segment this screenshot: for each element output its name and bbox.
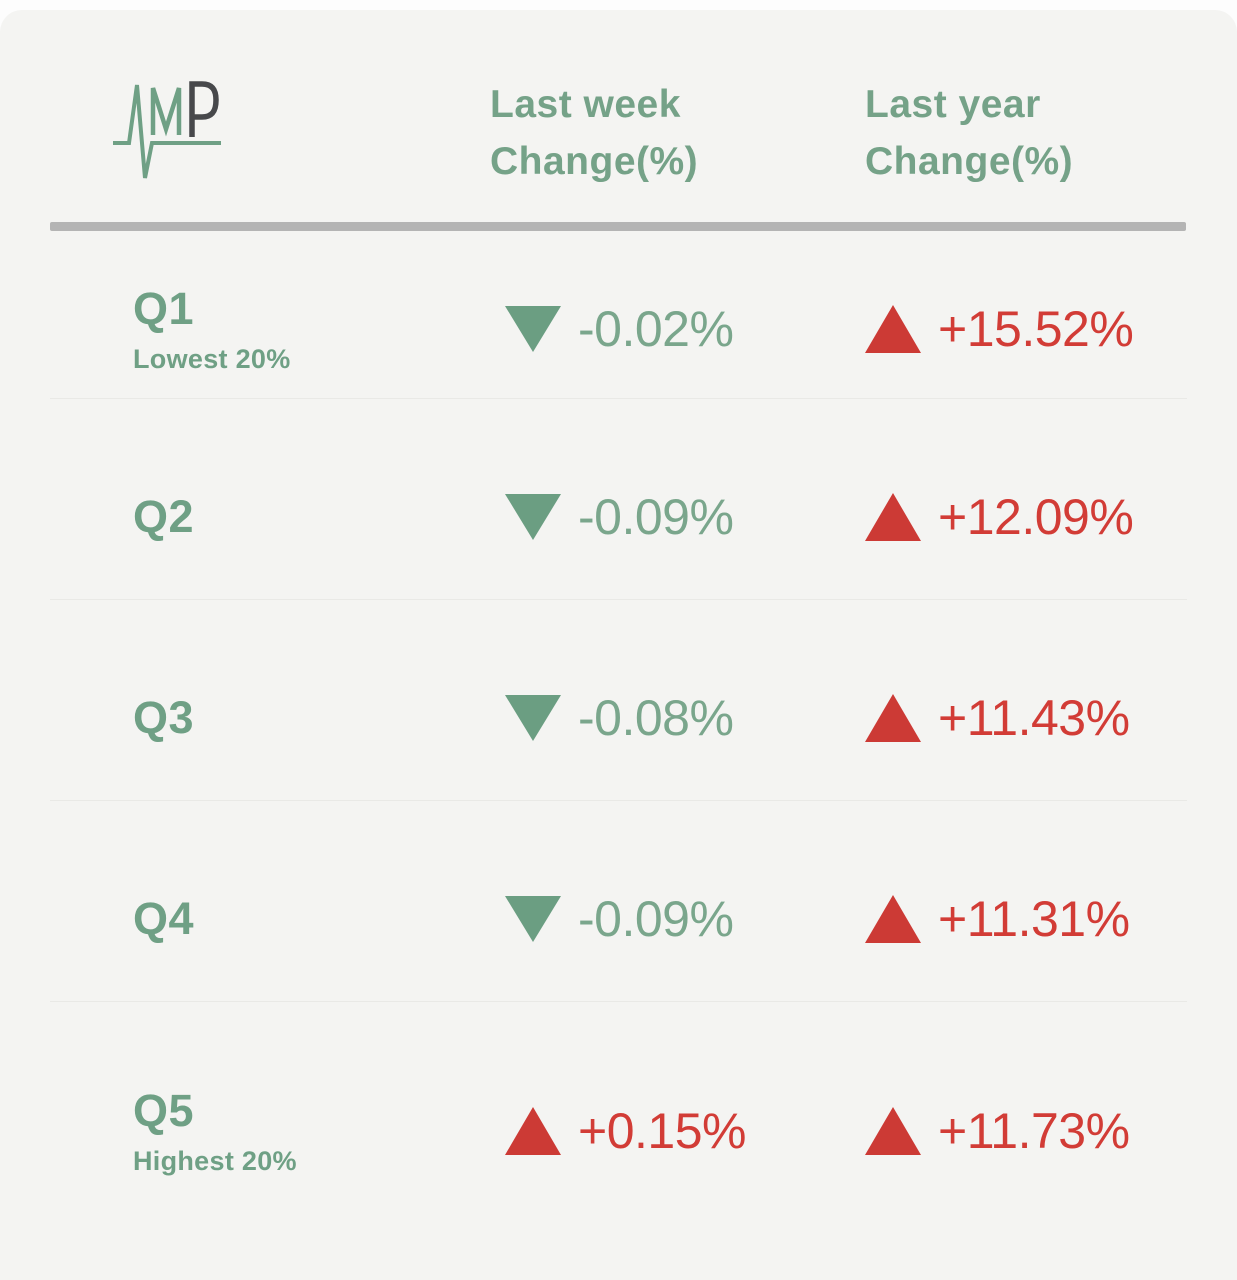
table-card: Last week Change(%) Last year Change(%) … xyxy=(0,10,1237,1280)
table-row-q5: Q5 Highest 20% +0.15% +11.73% xyxy=(0,1002,1237,1280)
column-header-last-year: Last year Change(%) xyxy=(865,83,1074,184)
change-value: -0.09% xyxy=(578,489,734,545)
triangle-up-icon xyxy=(865,493,921,541)
quintile-sublabel: Highest 20% xyxy=(133,1146,297,1176)
last-week-change: -0.02% xyxy=(460,300,820,358)
last-week-change: -0.09% xyxy=(460,488,820,546)
change-value: -0.02% xyxy=(578,301,734,357)
last-year-change: +11.73% xyxy=(820,1102,1237,1160)
triangle-up-icon xyxy=(505,1107,561,1155)
last-year-change: +11.31% xyxy=(820,890,1237,948)
last-year-change: +11.43% xyxy=(820,689,1237,747)
quintile-cell: Q1 Lowest 20% xyxy=(0,283,460,375)
change-value: -0.08% xyxy=(578,690,734,746)
change-value: +11.43% xyxy=(938,690,1130,746)
last-week-change: +0.15% xyxy=(460,1102,820,1160)
change-value: +15.52% xyxy=(938,301,1134,357)
row-divider xyxy=(50,398,1187,399)
last-year-change: +12.09% xyxy=(820,488,1237,546)
quintile-label: Q3 xyxy=(133,692,195,743)
header-divider-bar xyxy=(50,222,1186,231)
ecg-pulse-line-icon xyxy=(113,84,221,179)
triangle-up-icon xyxy=(865,305,921,353)
triangle-down-icon xyxy=(505,306,561,352)
table-row-q1: Q1 Lowest 20% -0.02% +15.52% xyxy=(0,232,1237,398)
logo-letter-m xyxy=(150,87,182,137)
quintile-label: Q1 xyxy=(133,283,195,334)
table-row-q2: Q2 -0.09% +12.09% xyxy=(0,399,1237,599)
change-value: +11.31% xyxy=(938,891,1130,947)
triangle-up-icon xyxy=(865,694,921,742)
last-week-change: -0.08% xyxy=(460,689,820,747)
quintile-label: Q4 xyxy=(133,893,195,944)
change-value: +12.09% xyxy=(938,489,1134,545)
logo-letter-p xyxy=(189,81,219,137)
triangle-up-icon xyxy=(865,895,921,943)
quintile-label: Q2 xyxy=(133,491,195,542)
row-divider xyxy=(50,1001,1187,1002)
row-divider xyxy=(50,800,1187,801)
change-value: -0.09% xyxy=(578,891,734,947)
table-row-q4: Q4 -0.09% +11.31% xyxy=(0,801,1237,1001)
triangle-up-icon xyxy=(865,1107,921,1155)
triangle-down-icon xyxy=(505,494,561,540)
triangle-down-icon xyxy=(505,896,561,942)
change-value: +11.73% xyxy=(938,1103,1130,1159)
quintile-label: Q5 xyxy=(133,1085,195,1136)
last-year-change: +15.52% xyxy=(820,300,1237,358)
last-week-change: -0.09% xyxy=(460,890,820,948)
quintile-cell: Q3 xyxy=(0,692,460,744)
quintile-cell: Q2 xyxy=(0,491,460,543)
amp-pulse-logo-icon xyxy=(113,81,221,179)
change-value: +0.15% xyxy=(578,1103,746,1159)
table-body: Q1 Lowest 20% -0.02% +15.52% Q2 xyxy=(0,232,1237,1280)
row-divider xyxy=(50,599,1187,600)
table-row-q3: Q3 -0.08% +11.43% xyxy=(0,600,1237,800)
quintile-sublabel: Lowest 20% xyxy=(133,344,291,374)
quintile-cell: Q4 xyxy=(0,893,460,945)
triangle-down-icon xyxy=(505,695,561,741)
quintile-cell: Q5 Highest 20% xyxy=(0,1085,460,1177)
column-header-last-week: Last week Change(%) xyxy=(490,83,699,184)
